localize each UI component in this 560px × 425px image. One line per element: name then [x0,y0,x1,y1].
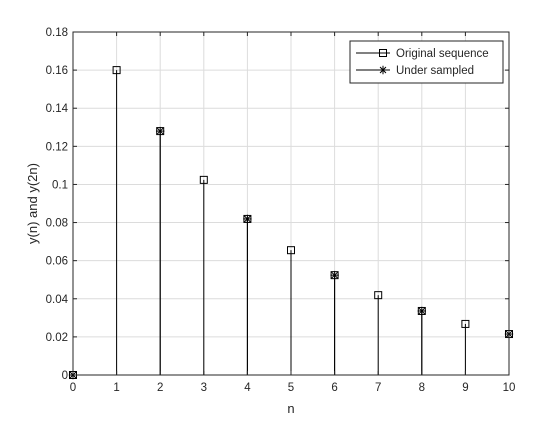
x-ticks: 0 1 2 3 4 5 6 7 8 9 10 [70,32,516,394]
y-tick-label: 0.08 [46,218,68,230]
square-marker [287,246,295,255]
x-tick-label: 8 [419,382,425,394]
x-tick-label: 7 [375,382,381,394]
legend-entry: Under sampled [356,65,474,77]
x-tick-label: 9 [462,382,468,394]
square-marker [379,49,387,57]
x-tick-label: 3 [201,382,207,394]
asterisk-marker [330,270,339,280]
x-tick-label: 10 [503,382,516,394]
markers [68,66,514,380]
y-tick-label: 0.16 [46,65,68,77]
y-ticks: 0 0.02 0.04 0.06 0.08 0.1 0.12 0.14 0.16 0.18 [46,27,509,382]
y-tick-label: 0.04 [46,294,69,306]
square-marker [374,291,383,300]
square-marker [112,66,121,75]
y-tick-label: 0.14 [46,103,69,115]
y-tick-label: 0.1 [52,179,68,191]
y-axis-label: y(n) and y(2n) [25,163,40,244]
y-tick-label: 0.12 [46,141,68,153]
x-tick-label: 4 [244,382,251,394]
asterisk-marker [378,65,388,75]
x-tick-label: 5 [288,382,294,394]
x-axis-label: n [287,401,294,416]
asterisk-marker [417,306,426,316]
asterisk-marker [156,126,165,136]
y-tick-label: 0 [62,370,68,382]
x-tick-label: 6 [331,382,337,394]
square-marker [461,319,470,328]
y-tick-label: 0.06 [46,256,68,268]
legend-label: Under sampled [396,65,474,77]
legend-entry: Original sequence [356,48,489,60]
legend: Original sequence Under sampled [349,40,504,84]
x-tick-label: 2 [157,382,163,394]
square-marker [199,175,208,184]
y-tick-label: 0.02 [46,332,68,344]
x-tick-label: 0 [70,382,76,394]
legend-box [349,40,504,84]
y-tick-label: 0.18 [46,27,68,39]
legend-label: Original sequence [396,48,489,60]
asterisk-marker [243,214,252,224]
x-tick-label: 1 [113,382,119,394]
